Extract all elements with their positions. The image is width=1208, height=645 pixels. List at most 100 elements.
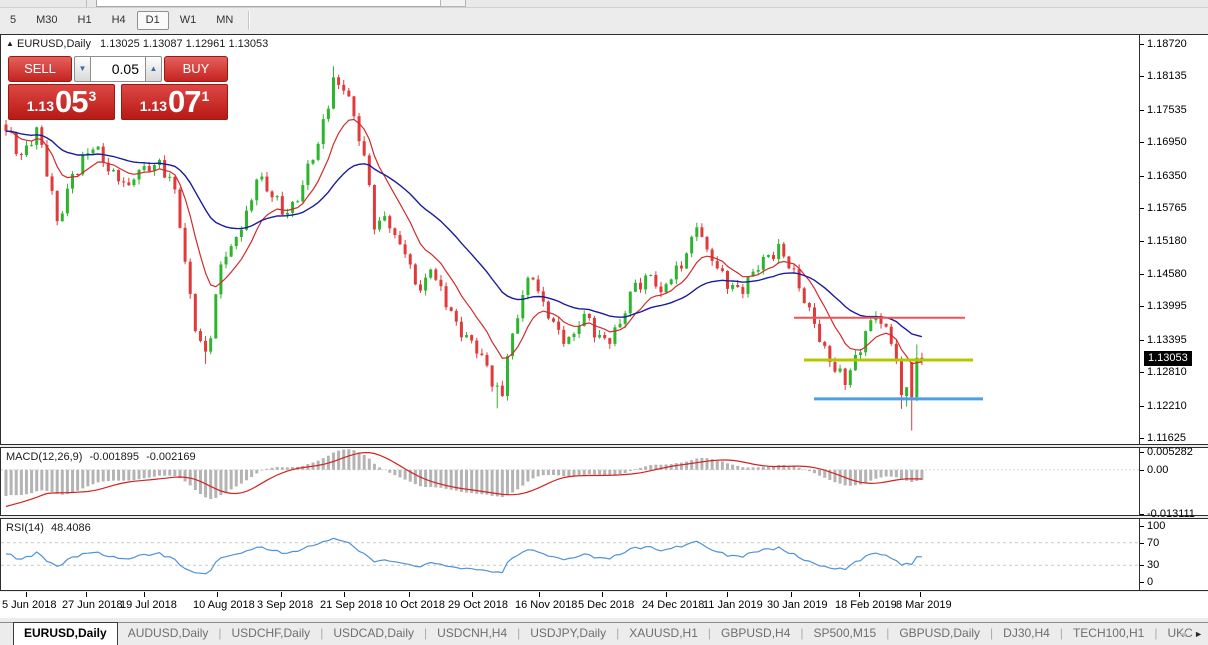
price-axis-tick (1140, 142, 1144, 143)
macd-axis-label: -0.013111 (1147, 508, 1195, 520)
rsi-label: RSI(14) 48.4086 (6, 522, 91, 534)
time-axis-label: 10 Aug 2018 (193, 599, 255, 611)
rsi-axis-tick (1140, 565, 1144, 566)
chart-tab-dj30-h4[interactable]: DJ30,H4 (1003, 626, 1050, 640)
macd-name: MACD(12,26,9) (6, 451, 83, 463)
chart-tab-audusd-daily[interactable]: AUDUSD,Daily (127, 626, 209, 640)
chart-tab-usdcnh-h4[interactable]: USDCNH,H4 (437, 626, 508, 640)
chart-tab-ukc[interactable]: UKC (1167, 626, 1193, 640)
macd-canvas[interactable] (1, 448, 1139, 515)
time-axis-tick (26, 592, 27, 597)
rsi-axis-tick (1140, 582, 1144, 583)
symbol-collapse-icon[interactable]: ▲ (6, 39, 14, 48)
sell-price-display[interactable]: 1.13 05 3 (8, 84, 115, 120)
price-axis-tick (1140, 372, 1144, 373)
chart-tab-xauusd-h1[interactable]: XAUUSD,H1 (629, 626, 698, 640)
price-axis-tick (1140, 208, 1144, 209)
time-axis-tick (859, 592, 860, 597)
price-axis-label: 1.18135 (1147, 70, 1187, 82)
time-axis-label: 30 Jan 2019 (767, 599, 828, 611)
price-axis-label: 1.14580 (1147, 268, 1187, 280)
tab-separator: | (1154, 626, 1158, 640)
tab-scroll-right-icon[interactable]: ► (1194, 629, 1205, 639)
chart-ohlc-values: 1.13025 1.13087 1.12961 1.13053 (100, 38, 269, 50)
macd-axis-tick (1140, 470, 1144, 471)
price-axis-tick (1140, 340, 1144, 341)
macd-axis-label: 0.005282 (1147, 446, 1193, 458)
price-axis-tick (1140, 438, 1144, 439)
time-axis-label: 5 Jun 2018 (2, 599, 57, 611)
sell-price-base: 1.13 (26, 98, 54, 114)
time-axis-tick (602, 592, 603, 597)
sell-button[interactable]: SELL (8, 56, 72, 82)
timeframe-button-mn[interactable]: MN (216, 14, 234, 26)
main-chart-panel: ▲ EURUSD,Daily 1.13025 1.13087 1.12961 1… (0, 34, 1140, 445)
rsi-canvas[interactable] (1, 519, 1139, 590)
time-axis-tick (920, 592, 921, 597)
rsi-panel: RSI(14) 48.4086 (0, 518, 1140, 591)
chart-tab-gbpusd-daily[interactable]: GBPUSD,Daily (899, 626, 981, 640)
volume-increase-button[interactable]: ▲ (145, 56, 162, 82)
tab-separator: | (320, 626, 324, 640)
time-axis-tick (344, 592, 345, 597)
price-axis-tick (1140, 241, 1144, 242)
macd-value: -0.001895 (89, 451, 140, 463)
toolbar-separator (86, 0, 87, 7)
chart-tab-usdjpy-daily[interactable]: USDJPY,Daily (530, 626, 607, 640)
time-axis-tick (144, 592, 145, 597)
timeframe-button-h4[interactable]: H4 (111, 14, 126, 26)
timeframe-button-w1[interactable]: W1 (179, 14, 197, 26)
macd-axis: 0.005282 0.00 -0.013111 (1140, 446, 1208, 520)
buy-price-display[interactable]: 1.13 07 1 (121, 84, 228, 120)
tab-separator: | (886, 626, 890, 640)
toolbar-combobox-edge (96, 0, 460, 7)
tab-separator: | (616, 626, 620, 640)
chart-tab-tech100-h1[interactable]: TECH100,H1 (1072, 626, 1145, 640)
time-axis-tick (666, 592, 667, 597)
price-axis-label: 1.17535 (1147, 104, 1187, 116)
price-axis-tick (1140, 76, 1144, 77)
toolbar-button-edge (440, 0, 466, 7)
rsi-axis-label: 0 (1147, 576, 1154, 588)
tab-scroll-controls: ◄ ► (1179, 629, 1205, 639)
time-axis-label: 16 Nov 2018 (515, 599, 578, 611)
buy-button[interactable]: BUY (164, 56, 228, 82)
tab-separator: | (1059, 626, 1063, 640)
timeframe-button-h1[interactable]: H1 (77, 14, 92, 26)
chart-tab-eurusd-daily[interactable]: EURUSD,Daily (13, 622, 118, 645)
chart-tab-gbpusd-h4[interactable]: GBPUSD,H4 (721, 626, 791, 640)
chart-tab-usdcad-daily[interactable]: USDCAD,Daily (333, 626, 414, 640)
price-axis-label: 1.16950 (1147, 136, 1187, 148)
chart-tab-sp500-m15[interactable]: SP500,M15 (813, 626, 877, 640)
chart-tabs-bar: EURUSD,Daily AUDUSD,Daily | USDCHF,Daily | US… (0, 622, 1208, 645)
price-axis-label: 1.11625 (1147, 432, 1186, 444)
sell-price-big: 05 (54, 84, 88, 119)
chart-tab-usdchf-daily[interactable]: USDCHF,Daily (231, 626, 311, 640)
chart-tabs: EURUSD,Daily AUDUSD,Daily | USDCHF,Daily | US… (0, 622, 1203, 645)
tab-separator: | (800, 626, 804, 640)
time-axis-label: 5 Dec 2018 (578, 599, 635, 611)
volume-input[interactable] (91, 56, 145, 82)
price-axis-label: 1.16350 (1147, 170, 1187, 182)
rsi-axis: 100 70 30 0 (1140, 518, 1208, 591)
price-axis-label: 1.13995 (1147, 300, 1187, 312)
time-axis-tick (727, 592, 728, 597)
timeframe-button-m30[interactable]: M30 (36, 14, 58, 26)
macd-panel: MACD(12,26,9) -0.001895 -0.002169 (0, 447, 1140, 516)
volume-decrease-button[interactable]: ▼ (74, 56, 91, 82)
time-axis-tick (409, 592, 410, 597)
tab-separator: | (990, 626, 994, 640)
price-axis-tick (1140, 44, 1144, 45)
main-chart-canvas[interactable] (1, 35, 1139, 444)
price-axis[interactable]: 1.18720 1.18135 1.17535 1.16950 1.16350 1.157… (1140, 34, 1208, 445)
timeframe-button-d1[interactable]: D1 (136, 11, 169, 30)
time-axis[interactable]: 5 Jun 2018 27 Jun 2018 19 Jul 2018 10 Aug 2… (0, 592, 1208, 618)
tab-separator: | (517, 626, 521, 640)
tab-scroll-left-icon[interactable]: ◄ (1178, 629, 1190, 639)
current-price-tag: 1.13053 (1144, 351, 1192, 366)
timeframe-button-5[interactable]: 5 (10, 14, 17, 26)
chart-title: ▲ EURUSD,Daily 1.13025 1.13087 1.12961 1… (6, 38, 268, 50)
tab-separator: | (218, 626, 222, 640)
toolbar-separator (248, 11, 251, 30)
sell-price-sup: 3 (88, 88, 97, 104)
